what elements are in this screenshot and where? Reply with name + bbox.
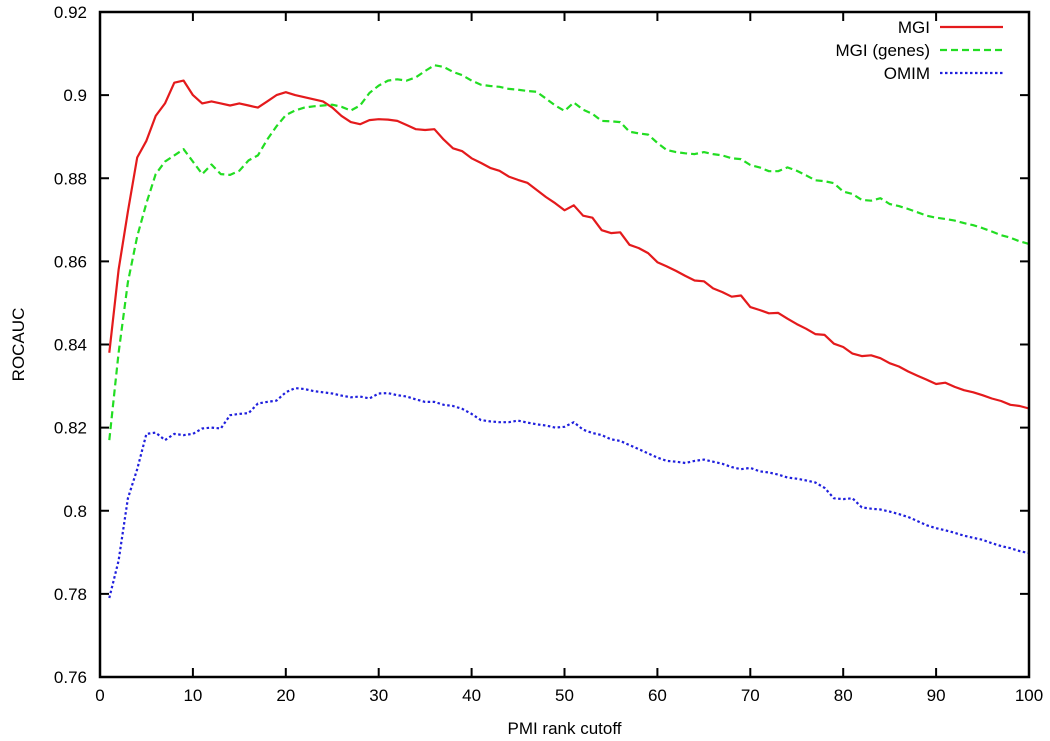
x-tick-label: 50 xyxy=(555,686,574,705)
legend: MGI MGI (genes) OMIM xyxy=(836,18,1003,83)
x-axis: 0 10 20 30 40 50 60 70 80 90 100 xyxy=(95,12,1043,705)
x-tick-label: 10 xyxy=(183,686,202,705)
legend-label: OMIM xyxy=(884,64,930,83)
y-tick-label: 0.82 xyxy=(54,419,87,438)
series-group xyxy=(108,64,1030,599)
y-tick-label: 0.92 xyxy=(54,3,87,22)
x-tick-label: 30 xyxy=(369,686,388,705)
x-tick-label: 0 xyxy=(95,686,104,705)
y-tick-label: 0.76 xyxy=(54,668,87,687)
series-line xyxy=(108,64,1030,441)
x-tick-label: 100 xyxy=(1015,686,1043,705)
x-tick-label: 80 xyxy=(834,686,853,705)
x-tick-label: 90 xyxy=(927,686,946,705)
series-line xyxy=(108,387,1030,599)
x-tick-label: 40 xyxy=(462,686,481,705)
legend-label: MGI xyxy=(898,18,930,37)
x-tick-label: 70 xyxy=(741,686,760,705)
series-line xyxy=(108,79,1030,410)
y-axis: 0.76 0.78 0.8 0.82 0.84 0.86 0.88 0.9 0.92 xyxy=(54,3,1029,687)
y-tick-label: 0.84 xyxy=(54,336,87,355)
x-tick-label: 60 xyxy=(648,686,667,705)
y-tick-label: 0.86 xyxy=(54,252,87,271)
y-tick-label: 0.8 xyxy=(63,502,87,521)
y-tick-label: 0.78 xyxy=(54,585,87,604)
plot-frame xyxy=(98,10,1031,679)
y-axis-title: ROCAUC xyxy=(9,308,28,382)
x-tick-label: 20 xyxy=(276,686,295,705)
y-tick-label: 0.9 xyxy=(63,86,87,105)
y-tick-label: 0.88 xyxy=(54,169,87,188)
x-axis-title: PMI rank cutoff xyxy=(507,719,621,738)
legend-label: MGI (genes) xyxy=(836,41,930,60)
